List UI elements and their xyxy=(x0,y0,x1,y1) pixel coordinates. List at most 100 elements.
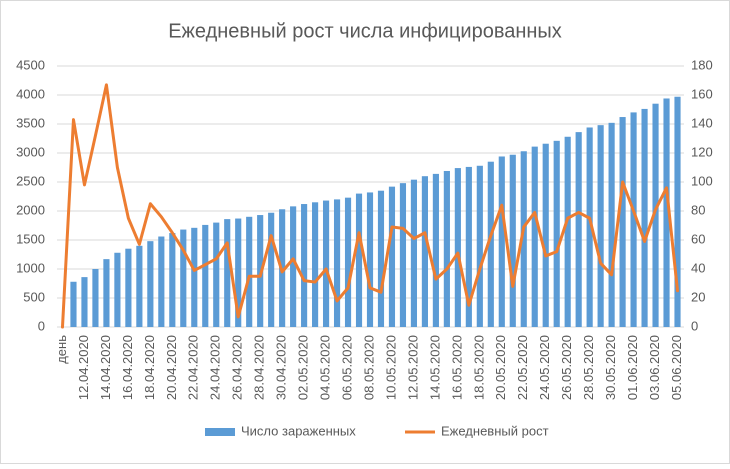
y2-tick-label: 40 xyxy=(691,260,705,275)
bar xyxy=(564,136,571,327)
bar xyxy=(498,156,505,327)
bar xyxy=(268,212,275,327)
x-tick-label: 28.04.2020 xyxy=(252,335,267,400)
x-tick-label: 04.05.2020 xyxy=(318,335,333,400)
x-tick-label: 12.05.2020 xyxy=(405,335,420,400)
bar xyxy=(465,166,472,327)
x-tick-label: 02.05.2020 xyxy=(296,335,311,400)
bar xyxy=(553,140,560,327)
y-tick-label: 1000 xyxy=(16,260,45,275)
bar xyxy=(322,200,330,327)
x-tick-label: 18.05.2020 xyxy=(471,335,486,400)
bar xyxy=(301,204,308,327)
bar xyxy=(180,229,187,327)
bar xyxy=(608,122,615,327)
y2-tick-label: 180 xyxy=(691,57,713,72)
bar xyxy=(290,206,297,327)
x-tick-label: 20.04.2020 xyxy=(164,335,179,400)
bar xyxy=(663,98,670,327)
bar xyxy=(169,233,176,327)
y-tick-label: 4000 xyxy=(16,86,45,101)
bar xyxy=(674,96,681,328)
y2-tick-label: 20 xyxy=(691,289,705,304)
x-tick-label: 14.05.2020 xyxy=(427,335,442,400)
legend-swatch xyxy=(205,428,235,436)
y2-tick-label: 140 xyxy=(691,115,713,130)
x-tick-label: день xyxy=(54,335,69,364)
x-tick-label: 01.06.2020 xyxy=(625,335,640,400)
x-tick-label: 30.04.2020 xyxy=(274,335,289,400)
y2-tick-label: 100 xyxy=(691,173,713,188)
legend-label: Число зараженных xyxy=(241,423,356,438)
bar xyxy=(344,197,352,327)
x-tick-label: 20.05.2020 xyxy=(493,335,508,400)
x-tick-label: 14.04.2020 xyxy=(98,335,113,400)
y-tick-label: 4500 xyxy=(16,57,45,72)
x-tick-label: 12.04.2020 xyxy=(76,335,91,400)
bar xyxy=(509,154,516,327)
x-tick-label: 03.06.2020 xyxy=(647,335,662,400)
y-tick-label: 1500 xyxy=(16,231,45,246)
x-tick-label: 16.05.2020 xyxy=(449,335,464,400)
bar xyxy=(399,183,407,327)
bar xyxy=(410,179,418,327)
x-tick-label: 30.05.2020 xyxy=(603,335,618,400)
y-tick-label: 2500 xyxy=(16,173,45,188)
y2-tick-label: 120 xyxy=(691,144,713,159)
y2-tick-label: 0 xyxy=(691,318,698,333)
bar xyxy=(575,132,582,327)
bar xyxy=(630,112,637,328)
bar xyxy=(213,222,220,327)
bar xyxy=(224,219,231,327)
bar xyxy=(147,241,154,327)
bar xyxy=(454,168,461,327)
bar xyxy=(235,218,242,327)
x-tick-label: 22.05.2020 xyxy=(515,335,530,400)
x-tick-label: 24.04.2020 xyxy=(208,335,223,400)
x-tick-label: 26.04.2020 xyxy=(230,335,245,400)
y-tick-label: 3500 xyxy=(16,115,45,130)
bar xyxy=(136,245,143,327)
bar xyxy=(81,277,88,327)
bar xyxy=(476,165,483,327)
y2-tick-label: 80 xyxy=(691,202,705,217)
x-tick-label: 10.05.2020 xyxy=(383,335,398,400)
bar xyxy=(125,248,132,327)
legend-label: Ежедневный рост xyxy=(441,423,549,438)
chart-title: Ежедневный рост числа инфицированных xyxy=(168,20,562,42)
bar xyxy=(312,202,319,327)
bar xyxy=(377,190,385,327)
y-tick-label: 0 xyxy=(38,318,45,333)
bar xyxy=(366,192,374,327)
x-tick-label: 24.05.2020 xyxy=(537,335,552,400)
bar xyxy=(191,227,198,327)
bar xyxy=(333,199,341,327)
x-tick-label: 28.05.2020 xyxy=(581,335,596,400)
bar xyxy=(520,151,527,327)
bar xyxy=(542,143,549,327)
x-tick-label: 16.04.2020 xyxy=(120,335,135,400)
bar xyxy=(432,173,439,327)
bar xyxy=(388,186,396,327)
line xyxy=(60,83,680,329)
bar xyxy=(597,125,604,327)
x-tick-label: 18.04.2020 xyxy=(142,335,157,400)
bar xyxy=(355,193,363,327)
bar xyxy=(421,176,428,327)
y2-tick-label: 60 xyxy=(691,231,705,246)
bar xyxy=(619,117,626,327)
bar xyxy=(531,146,538,327)
x-tick-label: 06.05.2020 xyxy=(339,335,354,400)
x-tick-label: 05.06.2020 xyxy=(669,335,684,400)
bar xyxy=(70,281,77,327)
bar xyxy=(114,252,121,327)
x-tick-label: 22.04.2020 xyxy=(186,335,201,400)
y2-tick-label: 160 xyxy=(691,86,713,101)
bar xyxy=(586,127,593,327)
y-tick-label: 500 xyxy=(23,289,45,304)
bar xyxy=(443,170,450,327)
bar xyxy=(652,103,659,327)
y-tick-label: 3000 xyxy=(16,144,45,159)
